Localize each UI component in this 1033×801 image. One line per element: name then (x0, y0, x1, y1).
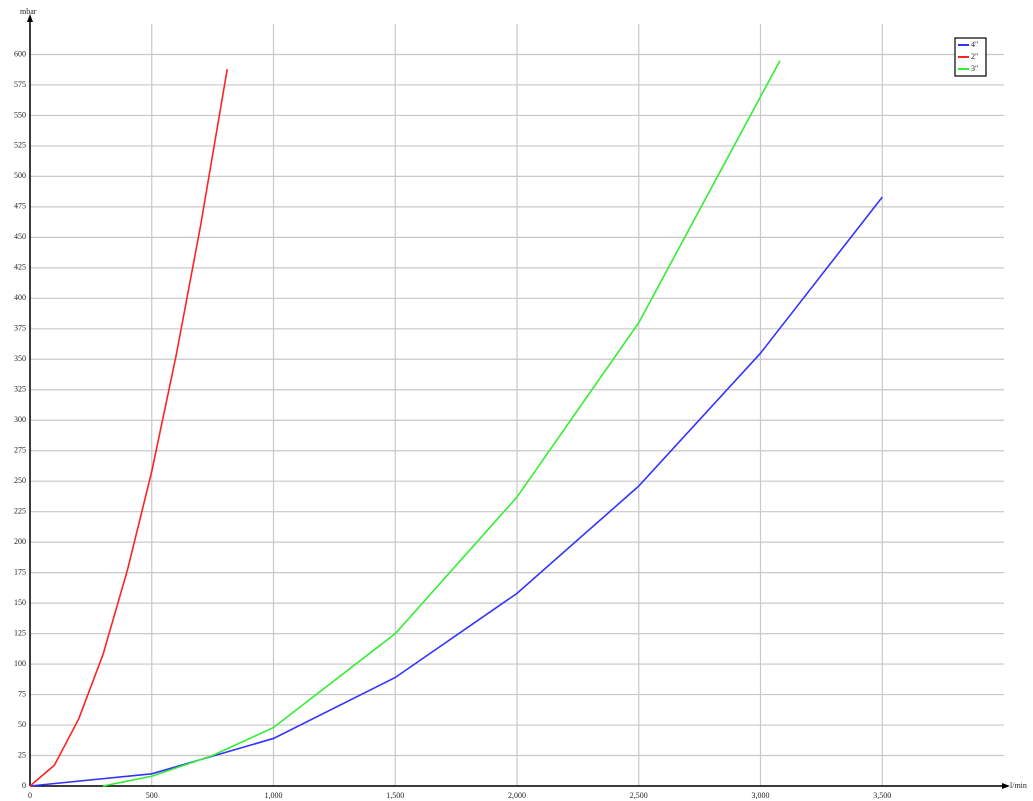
y-tick-label: 200 (14, 537, 26, 546)
y-tick-label: 25 (18, 750, 26, 759)
y-tick-label: 150 (14, 598, 26, 607)
x-tick-label: 500 (146, 791, 158, 800)
y-tick-label: 350 (14, 354, 26, 363)
y-tick-label: 475 (14, 202, 26, 211)
y-tick-label: 250 (14, 476, 26, 485)
x-tick-label: 2,500 (630, 791, 648, 800)
y-tick-label: 50 (18, 720, 26, 729)
series-line (102, 60, 781, 787)
y-tick-label: 300 (14, 415, 26, 424)
x-axis-arrow (1002, 783, 1010, 789)
x-axis-label: l/min (1010, 781, 1027, 790)
y-tick-label: 375 (14, 324, 26, 333)
y-tick-label: 125 (14, 628, 26, 637)
y-tick-label: 425 (14, 263, 26, 272)
y-tick-label: 525 (14, 141, 26, 150)
y-axis-label: mbar (20, 7, 37, 16)
x-tick-label: 1,000 (265, 791, 283, 800)
series-line (29, 68, 229, 787)
y-tick-label: 275 (14, 446, 26, 455)
y-tick-label: 75 (18, 689, 26, 698)
y-tick-label: 450 (14, 232, 26, 241)
x-tick-label: 3,000 (752, 791, 770, 800)
y-tick-label: 400 (14, 293, 26, 302)
x-tick-label: 3,500 (873, 791, 891, 800)
y-tick-label: 0 (22, 781, 26, 790)
y-tick-label: 325 (14, 385, 26, 394)
y-tick-label: 100 (14, 659, 26, 668)
y-tick-label: 175 (14, 567, 26, 576)
y-tick-label: 550 (14, 110, 26, 119)
y-axis-arrow (27, 14, 33, 22)
y-tick-label: 575 (14, 80, 26, 89)
y-tick-label: 500 (14, 171, 26, 180)
x-tick-label: 2,000 (508, 791, 526, 800)
legend-label: 4" (971, 40, 978, 49)
x-tick-label: 0 (28, 791, 32, 800)
legend-label: 2" (971, 52, 978, 61)
y-tick-label: 600 (14, 49, 26, 58)
series-line (29, 196, 883, 787)
x-tick-label: 1,500 (386, 791, 404, 800)
legend: 4" 2" 3" (954, 37, 987, 77)
y-tick-label: 225 (14, 507, 26, 516)
legend-label: 3" (971, 64, 978, 73)
